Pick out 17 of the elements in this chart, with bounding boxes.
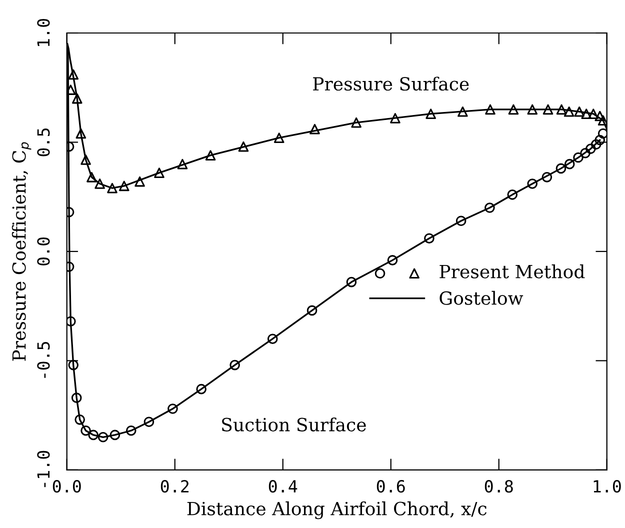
x-tick-label: 0.4 — [268, 480, 298, 493]
y-tick-label: -1.0 — [37, 450, 50, 488]
x-axis-title: Distance Along Airfoil Chord, x/c — [187, 501, 487, 520]
y-tick-label: -0.5 — [37, 342, 50, 378]
x-tick-label: 0.8 — [484, 480, 513, 493]
legend-label: Present Method — [440, 264, 585, 278]
y-axis-title: Pressure Coefficient, C$_{p}$ — [12, 142, 32, 361]
x-tick-label: 0.0 — [52, 480, 81, 493]
x-tick-label: 0.2 — [160, 480, 189, 493]
y-tick-label: 0.0 — [37, 237, 50, 266]
y-tick-label: 1.0 — [37, 19, 50, 46]
annotation: Pressure Surface — [313, 76, 469, 91]
y-tick-label: 0.5 — [37, 128, 50, 156]
annotation: Suction Surface — [222, 417, 366, 432]
legend-label: Gostelow — [440, 290, 524, 305]
x-tick-label: 0.6 — [376, 480, 405, 493]
x-tick-label: 1.0 — [594, 480, 621, 493]
